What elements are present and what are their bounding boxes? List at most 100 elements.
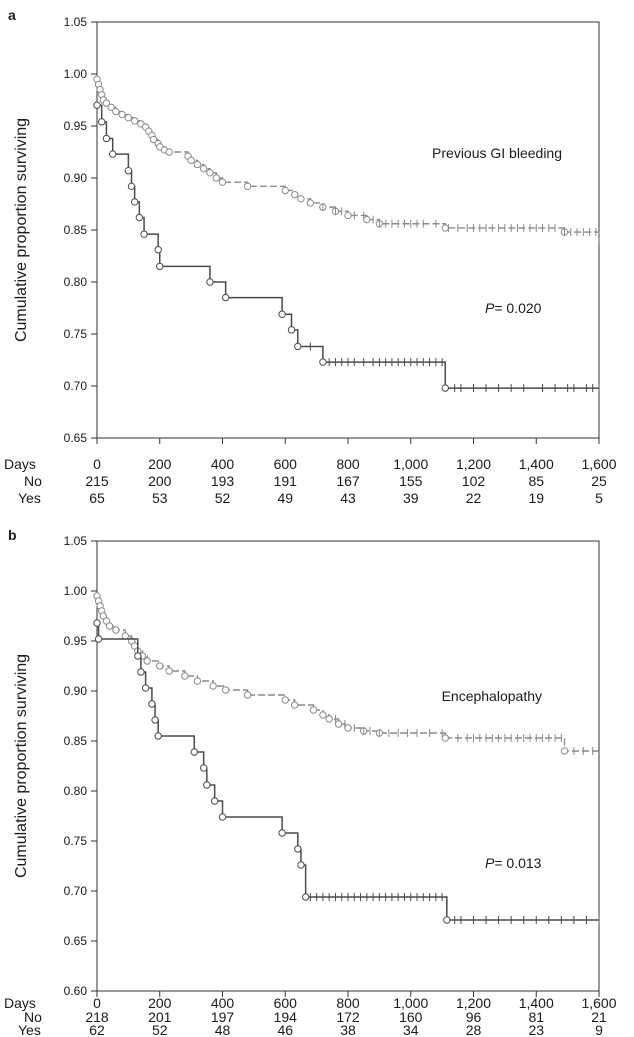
x-tick-label: 1,000 bbox=[393, 995, 428, 1011]
event-marker bbox=[221, 686, 230, 694]
annotation-label: Encephalopathy bbox=[442, 688, 542, 704]
x-tick-label: 800 bbox=[336, 995, 360, 1011]
risk-count: 193 bbox=[211, 473, 235, 489]
event-marker bbox=[287, 326, 296, 334]
event-marker bbox=[210, 797, 219, 805]
event-marker bbox=[165, 148, 173, 156]
risk-count: 200 bbox=[148, 473, 172, 489]
risk-count: 167 bbox=[336, 473, 360, 489]
event-marker bbox=[218, 813, 227, 821]
survival-curves bbox=[93, 592, 600, 924]
event-marker bbox=[121, 632, 129, 640]
y-tick-label: 0.90 bbox=[64, 684, 88, 698]
risk-count: 38 bbox=[340, 1022, 356, 1037]
event-marker bbox=[441, 224, 449, 232]
event-marker bbox=[151, 716, 159, 724]
x-tick-label: 200 bbox=[148, 995, 172, 1011]
event-marker bbox=[134, 652, 142, 660]
risk-count: 21 bbox=[591, 1009, 607, 1025]
event-marker bbox=[154, 732, 162, 740]
y-tick-label: 0.70 bbox=[64, 379, 88, 393]
event-marker bbox=[112, 107, 120, 116]
event-marker bbox=[130, 198, 139, 206]
panel-label: b bbox=[8, 527, 17, 543]
event-marker bbox=[319, 711, 327, 719]
y-axis-label: Cumulative proportion surviving bbox=[13, 118, 30, 342]
event-marker bbox=[294, 845, 302, 853]
x-tick-label: 0 bbox=[93, 995, 101, 1011]
event-marker bbox=[278, 829, 286, 837]
risk-count: 215 bbox=[85, 473, 109, 489]
risk-count: 46 bbox=[277, 1022, 293, 1037]
event-marker bbox=[105, 622, 114, 630]
y-ticks: 0.60 0.65 0.70 0.75 0.80 0.85 0.90 0.95 1.00 1.05 bbox=[64, 534, 97, 998]
p-value: = 0.013 bbox=[494, 855, 541, 871]
risk-count: 53 bbox=[152, 490, 168, 506]
risk-count: 96 bbox=[466, 1009, 482, 1025]
event-marker bbox=[93, 101, 101, 109]
event-marker bbox=[218, 178, 227, 186]
event-marker bbox=[199, 764, 208, 772]
y-tick-label: 0.95 bbox=[64, 634, 88, 648]
risk-count: 201 bbox=[148, 1009, 172, 1025]
risk-count: 25 bbox=[591, 473, 607, 489]
y-tick-label: 0.60 bbox=[64, 984, 88, 998]
x-tick-label: 400 bbox=[211, 995, 235, 1011]
x-ticks: 0 200 400 600 800 1,000 1,200 1,400 1,600 bbox=[93, 991, 617, 1011]
event-marker bbox=[102, 134, 111, 143]
risk-row-yes-label: Yes bbox=[18, 490, 41, 506]
risk-row-no-label: No bbox=[24, 1009, 42, 1025]
event-marker bbox=[306, 199, 315, 207]
event-marker bbox=[93, 619, 101, 627]
y-tick-label: 0.80 bbox=[64, 784, 88, 798]
risk-count: 102 bbox=[462, 473, 486, 489]
risk-count: 81 bbox=[528, 1009, 544, 1025]
risk-count: 39 bbox=[403, 490, 419, 506]
risk-table-header: Days bbox=[4, 995, 36, 1011]
event-marker bbox=[141, 684, 150, 692]
risk-count: 52 bbox=[215, 490, 231, 506]
event-marker bbox=[203, 781, 211, 789]
p-value-label: P= 0.013 bbox=[485, 855, 542, 871]
event-marker bbox=[319, 358, 327, 366]
y-tick-label: 0.85 bbox=[64, 223, 88, 237]
event-marker bbox=[443, 916, 451, 924]
event-marker bbox=[301, 893, 310, 901]
event-marker bbox=[156, 262, 164, 271]
event-marker bbox=[140, 230, 148, 238]
event-marker bbox=[206, 278, 214, 286]
event-marker bbox=[334, 720, 343, 728]
x-tick-label: 1,000 bbox=[393, 456, 428, 472]
event-marker bbox=[560, 747, 569, 755]
x-tick-label: 1,200 bbox=[456, 995, 491, 1011]
event-marker bbox=[124, 167, 133, 175]
event-marker bbox=[309, 706, 318, 714]
risk-count: 85 bbox=[528, 473, 544, 489]
y-tick-label: 0.65 bbox=[64, 934, 88, 948]
event-marker bbox=[290, 190, 299, 199]
risk-row-no-label: No bbox=[24, 473, 42, 489]
y-tick-label: 0.95 bbox=[64, 119, 88, 133]
event-marker bbox=[130, 117, 139, 125]
x-tick-label: 1,400 bbox=[519, 995, 554, 1011]
y-tick-label: 1.05 bbox=[64, 534, 88, 548]
risk-count: 160 bbox=[399, 1009, 423, 1025]
risk-table: 218 201 197 194 172 160 96 81 21 62 52 48 46 38 34 28 23… bbox=[85, 1009, 607, 1037]
event-marker bbox=[281, 186, 289, 195]
event-marker bbox=[149, 135, 158, 144]
risk-count: 194 bbox=[274, 1009, 298, 1025]
event-marker bbox=[325, 715, 333, 723]
y-tick-label: 0.65 bbox=[64, 431, 88, 445]
event-marker bbox=[344, 211, 352, 220]
risk-count: 172 bbox=[336, 1009, 360, 1025]
risk-count: 48 bbox=[215, 1022, 231, 1037]
x-tick-label: 1,600 bbox=[581, 995, 616, 1011]
event-marker bbox=[143, 657, 151, 665]
x-tick-label: 0 bbox=[93, 456, 101, 472]
risk-count: 218 bbox=[85, 1009, 109, 1025]
event-marker bbox=[118, 110, 126, 119]
event-marker bbox=[112, 626, 120, 634]
x-tick-label: 200 bbox=[148, 456, 172, 472]
event-marker bbox=[243, 182, 252, 191]
